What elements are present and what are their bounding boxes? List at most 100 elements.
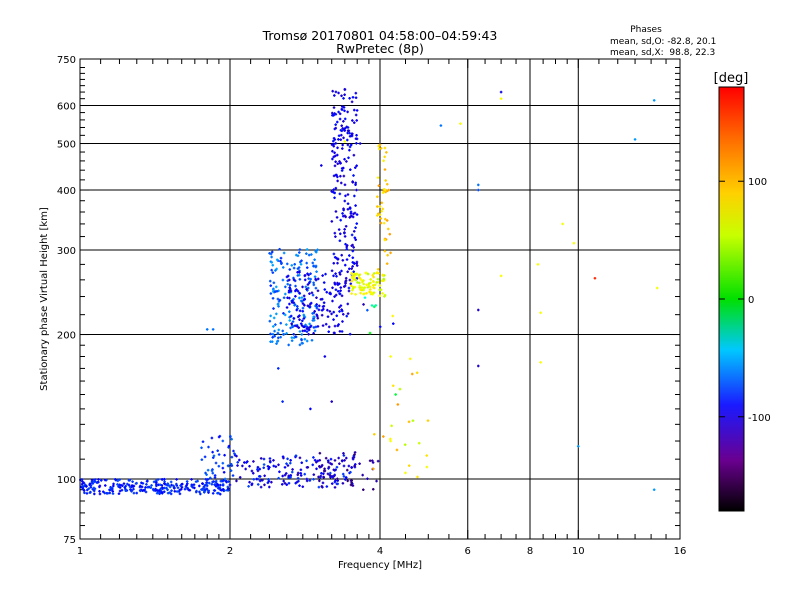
data-point bbox=[283, 313, 287, 317]
data-point bbox=[322, 472, 325, 475]
data-point bbox=[301, 302, 305, 305]
data-point bbox=[205, 328, 209, 331]
data-point bbox=[349, 212, 353, 215]
data-point bbox=[213, 489, 217, 492]
data-point bbox=[332, 310, 336, 314]
data-point bbox=[252, 478, 256, 481]
data-point bbox=[348, 216, 351, 219]
data-point bbox=[288, 310, 291, 313]
data-point bbox=[285, 462, 288, 465]
data-point bbox=[377, 144, 380, 148]
data-point bbox=[340, 253, 343, 257]
data-point bbox=[377, 212, 380, 215]
data-point bbox=[426, 419, 430, 422]
data-point bbox=[339, 128, 343, 132]
data-point bbox=[83, 491, 86, 495]
data-point bbox=[368, 288, 372, 291]
data-point bbox=[226, 487, 230, 491]
data-point bbox=[343, 117, 347, 121]
data-point bbox=[269, 252, 273, 256]
data-point bbox=[376, 195, 379, 199]
data-point bbox=[289, 475, 292, 479]
data-point bbox=[346, 193, 350, 196]
data-point bbox=[144, 486, 147, 489]
data-point bbox=[376, 205, 379, 208]
data-point bbox=[351, 119, 354, 122]
data-point bbox=[80, 482, 84, 486]
data-point bbox=[262, 466, 266, 470]
data-point bbox=[118, 489, 122, 493]
data-point bbox=[317, 485, 321, 489]
data-point bbox=[354, 278, 357, 282]
data-point bbox=[89, 485, 93, 489]
data-point bbox=[376, 459, 380, 463]
data-point bbox=[351, 181, 355, 184]
data-point bbox=[207, 445, 210, 449]
data-point bbox=[281, 455, 285, 458]
data-point bbox=[340, 269, 343, 273]
data-point bbox=[275, 342, 278, 345]
data-point bbox=[294, 481, 297, 485]
data-point bbox=[332, 155, 336, 159]
data-point bbox=[336, 261, 339, 265]
data-point bbox=[276, 331, 280, 335]
data-point bbox=[286, 457, 289, 461]
data-point bbox=[425, 454, 429, 457]
data-point bbox=[221, 461, 225, 465]
data-point bbox=[355, 262, 358, 265]
data-point bbox=[97, 478, 100, 481]
data-point bbox=[298, 318, 301, 321]
data-point bbox=[109, 488, 113, 491]
data-point bbox=[244, 467, 247, 471]
y-tick-label: 200 bbox=[57, 331, 76, 342]
data-point bbox=[333, 94, 336, 97]
data-point bbox=[359, 278, 363, 282]
data-point bbox=[376, 176, 380, 179]
axis-tick-labels: 1 2 4 6 8 10 16 75 100 200 300 400 500 600 750 bbox=[57, 55, 686, 557]
data-point bbox=[371, 459, 374, 462]
data-point bbox=[305, 261, 308, 265]
data-point bbox=[89, 490, 92, 494]
data-point bbox=[345, 125, 348, 129]
data-point bbox=[295, 308, 299, 312]
colorbar-tick-label: 100 bbox=[748, 177, 767, 188]
data-point bbox=[417, 441, 421, 445]
data-point bbox=[319, 298, 323, 301]
data-point bbox=[255, 477, 258, 481]
data-point bbox=[633, 138, 637, 141]
data-point bbox=[216, 483, 220, 487]
data-point bbox=[190, 483, 194, 487]
data-point bbox=[348, 96, 351, 100]
data-point bbox=[334, 90, 338, 94]
data-point bbox=[355, 213, 359, 216]
data-point bbox=[310, 253, 313, 256]
data-point bbox=[389, 439, 392, 443]
data-point bbox=[316, 325, 320, 328]
data-point bbox=[349, 143, 353, 147]
data-point bbox=[411, 419, 415, 422]
data-point bbox=[226, 464, 230, 467]
data-point bbox=[308, 322, 311, 326]
data-point bbox=[303, 337, 307, 341]
data-point bbox=[322, 281, 326, 284]
data-point bbox=[346, 312, 350, 315]
data-point bbox=[372, 433, 376, 436]
data-point bbox=[311, 463, 315, 467]
data-point bbox=[179, 484, 182, 487]
data-point bbox=[350, 279, 354, 283]
data-point bbox=[278, 247, 281, 251]
data-point bbox=[330, 482, 334, 485]
data-point bbox=[112, 484, 115, 488]
data-point bbox=[288, 268, 292, 271]
data-point bbox=[271, 271, 275, 274]
data-point bbox=[313, 458, 317, 462]
data-point bbox=[338, 160, 341, 163]
data-point bbox=[332, 174, 336, 178]
data-point bbox=[271, 288, 275, 292]
data-point bbox=[293, 303, 297, 306]
data-point bbox=[221, 483, 225, 486]
data-point bbox=[93, 492, 96, 496]
data-point bbox=[344, 476, 348, 479]
data-point bbox=[307, 332, 310, 336]
